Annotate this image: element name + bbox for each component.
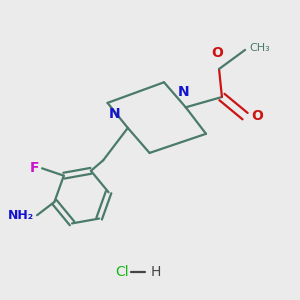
Text: N: N [109, 106, 121, 121]
Text: H: H [151, 265, 161, 279]
Text: Cl: Cl [116, 265, 129, 279]
Text: O: O [212, 46, 224, 60]
Text: N: N [178, 85, 189, 99]
Text: O: O [251, 109, 263, 123]
Text: NH₂: NH₂ [8, 209, 34, 222]
Text: CH₃: CH₃ [249, 44, 270, 53]
Text: F: F [30, 161, 39, 175]
